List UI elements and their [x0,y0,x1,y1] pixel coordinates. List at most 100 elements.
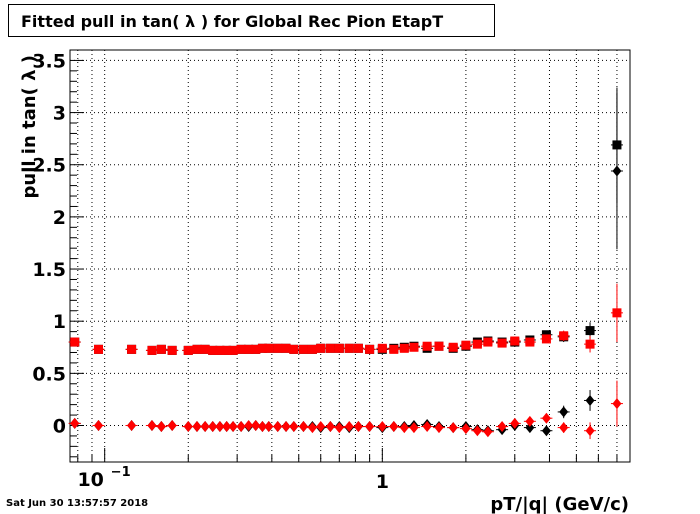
data-point-square [167,345,177,355]
data-point-square [222,345,232,355]
data-point-square [461,340,471,350]
data-point-diamond [559,422,569,434]
data-point-square [183,345,193,355]
plot-frame [69,49,631,463]
series-1 [68,283,623,355]
y-tick-label: 0 [53,415,66,437]
data-point-square [472,339,482,349]
data-point-square [422,341,432,351]
data-point-square [612,308,622,318]
data-point-diamond [208,421,218,433]
x-tick-exponent: −1 [111,465,131,480]
data-point-diamond [541,412,551,424]
data-point-diamond [316,421,326,433]
data-point-diamond [94,419,104,431]
y-tick-label: 2 [53,207,66,229]
data-point-square [264,343,274,353]
data-point-diamond [585,425,595,437]
data-point-diamond [409,422,419,434]
data-point-diamond [525,422,535,434]
series-3 [68,380,623,440]
data-point-diamond [147,419,157,431]
data-point-square [298,344,308,354]
y-axis-title: pull in tan( λ ) [19,55,40,199]
data-point-diamond [612,398,622,410]
series-0 [68,87,623,355]
data-point-square [365,344,375,354]
data-point-square [156,344,166,354]
data-point-square [334,343,344,353]
data-point-diamond [448,422,458,434]
grid-lines [70,50,630,462]
data-point-diamond [298,421,308,433]
y-tick-label: 3.5 [32,50,66,72]
data-point-square [307,344,317,354]
data-point-diamond [70,417,80,429]
data-point-square [559,331,569,341]
data-point-diamond [422,421,432,433]
data-point-diamond [264,421,274,433]
data-point-diamond [497,421,507,433]
data-point-diamond [236,421,246,433]
data-point-diamond [461,423,471,435]
data-point-square [316,343,326,353]
x-tick-labels: 10 −1 1 [77,465,388,493]
data-point-square [409,342,419,352]
data-point-diamond [289,421,299,433]
y-tick-label: 2.5 [32,155,66,177]
data-point-square [377,343,387,353]
data-point-diamond [215,421,225,433]
data-point-square [399,343,409,353]
data-point-diamond [251,419,261,431]
data-point-diamond [183,421,193,433]
data-point-diamond [244,419,254,431]
data-point-diamond [483,426,493,438]
data-point-diamond [377,421,387,433]
data-point-diamond [434,422,444,434]
x-axis-title: pT/|q| (GeV/c) [490,494,629,514]
data-point-square [510,336,520,346]
data-point-diamond [472,425,482,437]
timestamp: Sat Jun 30 13:57:57 2018 [6,498,149,509]
data-point-square [344,343,354,353]
data-point-square [257,343,267,353]
data-point-diamond [228,421,238,433]
y-tick-label: 1 [53,311,66,333]
data-point-square [389,344,399,354]
data-point-square [434,341,444,351]
y-tick-label: 0.5 [32,363,66,385]
data-point-square [525,337,535,347]
data-point-diamond [541,425,551,437]
y-tick-label: 3 [53,103,66,125]
x-tick-label: 1 [376,471,389,493]
data-point-diamond [525,415,535,427]
title-box: Fitted pull in tan( λ ) for Global Rec P… [8,4,495,37]
data-point-square [200,344,210,354]
data-point-diamond [353,421,363,433]
data-point-diamond [344,421,354,433]
chart-title: Fitted pull in tan( λ ) for Global Rec P… [21,12,444,31]
data-point-diamond [585,394,595,406]
data-point-square [273,343,283,353]
data-point-square [215,345,225,355]
axis-ticks [70,49,618,462]
data-point-square [70,337,80,347]
data-point-diamond [192,421,202,433]
data-point-diamond [612,165,622,177]
y-tick-label: 1.5 [32,259,66,281]
data-point-square [147,345,157,355]
data-point-diamond [127,419,137,431]
x-tick-label: 10 [77,469,103,491]
data-point-diamond [200,421,210,433]
data-point-diamond [510,417,520,429]
data-point-diamond [156,421,166,433]
data-point-diamond [273,421,283,433]
data-point-square [251,344,261,354]
data-point-square [127,344,137,354]
data-point-square [192,344,202,354]
data-point-diamond [281,421,291,433]
data-points [68,87,623,440]
data-point-square [497,338,507,348]
data-point-diamond [399,422,409,434]
